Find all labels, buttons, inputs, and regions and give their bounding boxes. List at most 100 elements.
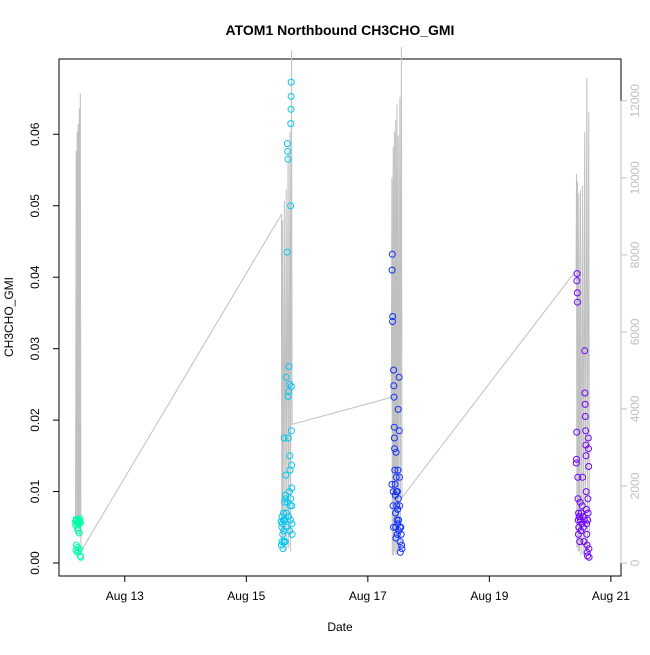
data-point <box>575 509 583 517</box>
data-point <box>581 413 589 420</box>
data-point <box>396 473 403 481</box>
data-point <box>576 498 584 506</box>
data-point <box>573 277 581 285</box>
data-point <box>574 495 582 503</box>
data-point <box>76 515 84 523</box>
series-flight3 <box>388 250 406 556</box>
data-point <box>394 495 402 503</box>
data-point <box>391 466 399 474</box>
data-point <box>280 434 288 442</box>
data-point <box>391 480 399 488</box>
data-point <box>395 427 403 435</box>
data-point <box>396 548 404 556</box>
data-point <box>282 471 290 479</box>
data-point <box>284 393 292 400</box>
y2-tick-label: 6000 <box>628 318 642 345</box>
data-point <box>280 509 287 517</box>
data-point <box>74 543 82 551</box>
data-point <box>397 523 405 531</box>
data-point <box>582 427 590 435</box>
data-point <box>578 502 586 510</box>
data-point <box>573 270 581 278</box>
y-tick-label: 0.06 <box>28 122 42 146</box>
data-point <box>583 530 591 538</box>
data-point <box>285 363 293 370</box>
data-point <box>75 529 83 537</box>
data-point <box>583 520 591 528</box>
y2-tick-label: 12000 <box>628 84 642 118</box>
data-point <box>283 140 291 148</box>
data-point <box>395 373 403 381</box>
data-point <box>576 538 584 546</box>
data-point <box>390 434 398 442</box>
data-point <box>398 541 406 549</box>
data-point <box>574 473 582 481</box>
y-tick-label: 0.03 <box>28 337 42 361</box>
data-point <box>572 459 580 467</box>
x-axis: Aug 13 Aug 15 Aug 17 Aug 19 Aug 21 <box>106 575 630 603</box>
data-point <box>582 452 590 460</box>
data-point <box>390 423 398 431</box>
data-point <box>581 400 589 408</box>
data-point <box>392 534 400 542</box>
data-point <box>287 92 295 100</box>
data-point <box>285 513 292 521</box>
data-point <box>287 383 295 390</box>
data-point <box>288 502 296 510</box>
y2-tick-label: 4000 <box>628 395 642 422</box>
y-tick-label: 0.05 <box>28 194 42 218</box>
data-point <box>287 495 295 503</box>
data-point <box>390 382 398 390</box>
data-point <box>278 538 286 546</box>
data-point <box>388 250 396 258</box>
data-point <box>278 523 286 531</box>
data-point <box>573 428 581 436</box>
data-point <box>281 498 289 506</box>
data-point <box>282 373 290 381</box>
data-point <box>389 502 397 510</box>
data-point <box>577 509 585 517</box>
data-point <box>288 427 295 435</box>
x-tick-label: Aug 17 <box>349 589 387 603</box>
data-point <box>392 509 399 517</box>
data-point <box>279 545 287 553</box>
data-point <box>288 484 296 492</box>
y2-tick-label: 8000 <box>628 241 642 268</box>
y2-tick-label: 2000 <box>628 472 642 499</box>
data-point <box>281 491 289 499</box>
data-point <box>279 530 287 538</box>
data-point <box>575 513 583 521</box>
plot-frame <box>58 58 622 577</box>
y-tick-label: 0.01 <box>28 480 42 504</box>
data-point <box>585 463 593 470</box>
data-point <box>396 538 404 546</box>
data-point <box>398 545 406 553</box>
data-point <box>284 148 292 155</box>
data-point <box>579 513 587 521</box>
data-point <box>285 488 293 496</box>
data-point <box>288 530 296 538</box>
data-point <box>396 502 404 510</box>
data-point <box>286 466 294 474</box>
data-point <box>397 530 405 538</box>
data-point <box>283 248 291 256</box>
data-point <box>287 105 295 113</box>
data-point <box>288 461 296 469</box>
data-point <box>394 505 402 513</box>
data-point <box>287 120 295 128</box>
data-point <box>283 498 291 506</box>
data-point <box>284 434 292 442</box>
data-point <box>288 520 296 528</box>
data-point <box>286 527 294 535</box>
data-point <box>393 488 401 496</box>
y-axis-label: CH3CHO_GMI <box>2 277 16 357</box>
data-point <box>389 318 396 325</box>
data-point <box>579 473 587 481</box>
data-point <box>580 516 588 524</box>
data-point <box>388 266 396 274</box>
y2-axis: 0 2000 4000 6000 8000 10000 12000 <box>620 84 642 566</box>
data-point <box>388 480 396 488</box>
data-point <box>390 366 398 374</box>
x-tick-label: Aug 19 <box>470 589 508 603</box>
